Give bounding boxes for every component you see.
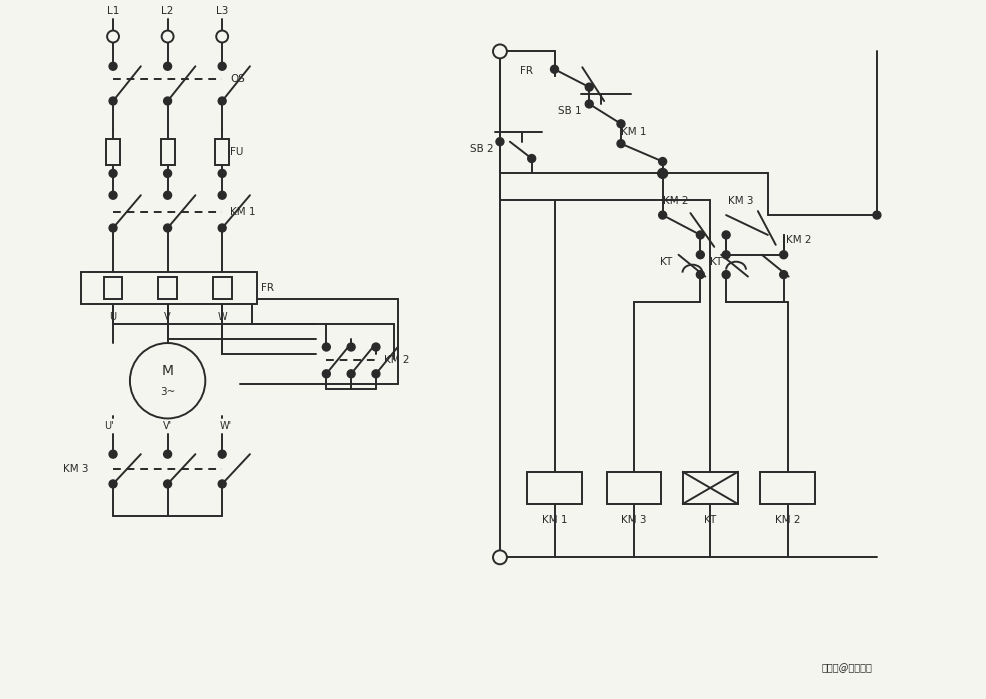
Circle shape — [696, 271, 704, 279]
Circle shape — [164, 224, 172, 232]
Circle shape — [585, 100, 593, 108]
Text: KM 1: KM 1 — [230, 207, 255, 217]
Text: M: M — [162, 363, 174, 378]
Circle shape — [496, 138, 504, 145]
Text: SB 2: SB 2 — [470, 143, 494, 154]
Circle shape — [109, 97, 117, 105]
Circle shape — [322, 370, 330, 377]
Circle shape — [322, 343, 330, 351]
Circle shape — [550, 65, 558, 73]
Circle shape — [722, 231, 730, 239]
Bar — [81, 272, 256, 304]
Bar — [158, 277, 176, 299]
Circle shape — [492, 45, 507, 58]
Circle shape — [585, 83, 593, 91]
Circle shape — [372, 343, 380, 351]
Circle shape — [109, 450, 117, 458]
Circle shape — [216, 31, 228, 43]
Circle shape — [347, 370, 355, 377]
Text: KM 2: KM 2 — [774, 514, 800, 525]
Circle shape — [164, 480, 172, 488]
Text: 搜狐号@聚能优电: 搜狐号@聚能优电 — [821, 663, 872, 673]
Text: KM 2: KM 2 — [384, 355, 409, 366]
Text: 3~: 3~ — [160, 387, 176, 396]
Text: V: V — [164, 312, 171, 322]
Text: KT: KT — [703, 514, 716, 525]
Text: QS: QS — [230, 73, 245, 84]
Circle shape — [347, 343, 355, 351]
Circle shape — [109, 62, 117, 70]
Circle shape — [218, 192, 226, 199]
Bar — [527, 472, 581, 504]
Circle shape — [658, 157, 666, 166]
Text: KM 1: KM 1 — [541, 514, 567, 525]
Circle shape — [657, 168, 667, 178]
Circle shape — [218, 62, 226, 70]
Bar — [759, 472, 814, 504]
Circle shape — [528, 154, 535, 162]
Circle shape — [696, 231, 704, 239]
Circle shape — [164, 169, 172, 178]
Circle shape — [218, 224, 226, 232]
Circle shape — [779, 251, 787, 259]
Circle shape — [218, 450, 226, 458]
Text: L3: L3 — [216, 6, 228, 15]
Circle shape — [218, 480, 226, 488]
Circle shape — [218, 97, 226, 105]
Text: KT: KT — [709, 257, 722, 267]
Text: W': W' — [220, 421, 232, 431]
Text: KM 3: KM 3 — [620, 514, 646, 525]
Bar — [213, 277, 232, 299]
Text: KM 2: KM 2 — [785, 235, 810, 245]
Text: KM 3: KM 3 — [728, 196, 753, 206]
Circle shape — [722, 271, 730, 279]
Circle shape — [109, 480, 117, 488]
Bar — [215, 139, 229, 165]
Circle shape — [164, 450, 172, 458]
Circle shape — [872, 211, 880, 219]
Circle shape — [722, 251, 730, 259]
Circle shape — [492, 550, 507, 564]
Circle shape — [164, 192, 172, 199]
Circle shape — [107, 31, 119, 43]
Circle shape — [164, 97, 172, 105]
Text: U: U — [109, 312, 116, 322]
Circle shape — [109, 192, 117, 199]
Circle shape — [109, 224, 117, 232]
Circle shape — [372, 370, 380, 377]
Bar — [682, 472, 737, 504]
Circle shape — [130, 343, 205, 419]
Text: KT: KT — [660, 257, 671, 267]
Text: V': V' — [163, 421, 172, 431]
Circle shape — [779, 271, 787, 279]
Bar — [161, 139, 175, 165]
Circle shape — [218, 169, 226, 178]
Circle shape — [164, 62, 172, 70]
Text: KM 2: KM 2 — [662, 196, 687, 206]
Circle shape — [109, 169, 117, 178]
Bar — [104, 277, 122, 299]
Text: W: W — [217, 312, 227, 322]
Text: SB 1: SB 1 — [557, 106, 581, 116]
Text: FU: FU — [230, 147, 244, 157]
Circle shape — [696, 251, 704, 259]
Text: L1: L1 — [106, 6, 119, 15]
Circle shape — [616, 120, 624, 128]
Bar — [106, 139, 120, 165]
Bar — [606, 472, 661, 504]
Text: KM 1: KM 1 — [620, 127, 646, 137]
Circle shape — [162, 31, 174, 43]
Text: FR: FR — [520, 66, 532, 76]
Circle shape — [658, 211, 666, 219]
Text: KM 3: KM 3 — [63, 464, 89, 474]
Text: L2: L2 — [162, 6, 174, 15]
Text: U': U' — [105, 421, 113, 431]
Text: FR: FR — [260, 283, 273, 293]
Circle shape — [616, 140, 624, 147]
